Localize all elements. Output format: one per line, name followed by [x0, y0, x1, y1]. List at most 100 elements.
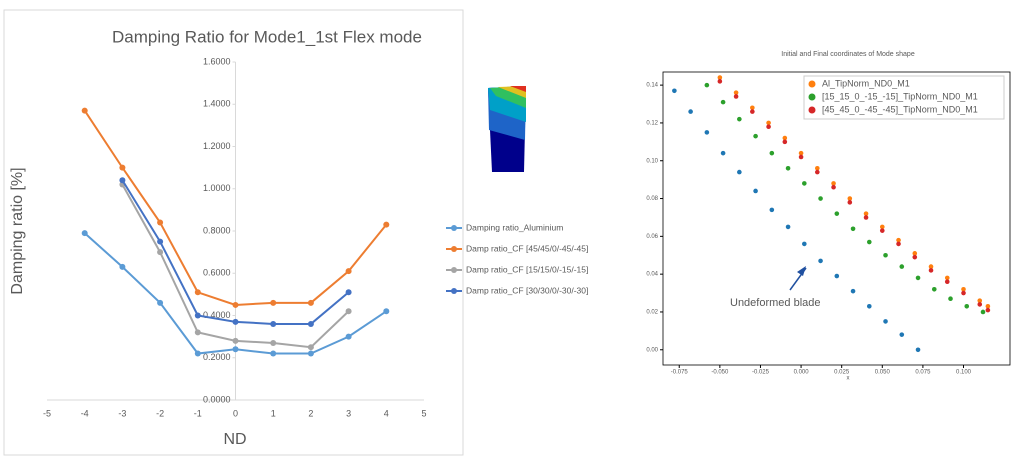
data-point [346, 334, 352, 340]
data-point [195, 313, 201, 319]
data-point [82, 108, 88, 114]
data-point [195, 329, 201, 335]
data-point [233, 338, 239, 344]
x-tick-label: 4 [384, 408, 389, 418]
legend-label: [45_45_0_-45_-45]_TipNorm_ND0_M1 [822, 104, 978, 114]
chart-title: Damping Ratio for Mode1_1st Flex mode [112, 27, 422, 46]
legend-marker [809, 94, 816, 101]
legend-label: Al_TipNorm_ND0_M1 [822, 78, 910, 88]
data-point [233, 302, 239, 308]
scatter-point [961, 291, 966, 296]
data-point [233, 346, 239, 352]
scatter-point [916, 276, 921, 281]
data-point [308, 300, 314, 306]
data-point [308, 351, 314, 357]
scatter-point [883, 253, 888, 258]
data-point [383, 308, 389, 314]
scatter-point [986, 308, 991, 313]
data-point [346, 289, 352, 295]
legend-label: Damping ratio_Aluminium [466, 222, 563, 232]
scatter-point [818, 196, 823, 201]
x-tick-label: 0.100 [956, 370, 972, 376]
scatter-point [851, 226, 856, 231]
x-tick-label: 2 [308, 408, 313, 418]
y-tick-label: 0.14 [646, 83, 658, 89]
y-tick-label: 0.6000 [203, 268, 231, 278]
y-tick-label: 0.00 [646, 347, 658, 353]
y-tick-label: 0.10 [646, 158, 658, 164]
scatter-point [977, 302, 982, 307]
scatter-point [721, 100, 726, 105]
scatter-point [753, 189, 758, 194]
data-point [195, 351, 201, 357]
scatter-point [815, 170, 820, 175]
right-plot-frame [663, 72, 1010, 365]
scatter-point [753, 134, 758, 139]
data-point [346, 268, 352, 274]
figure: Damping Ratio for Mode1_1st Flex mode ND D… [0, 0, 1012, 459]
x-tick-label: 1 [271, 408, 276, 418]
scatter-point [786, 166, 791, 171]
scatter-point [867, 304, 872, 309]
x-tick-label: -0.075 [671, 370, 689, 376]
y-tick-label: 1.4000 [203, 99, 231, 109]
scatter-point [766, 124, 771, 129]
scatter-point [883, 319, 888, 324]
data-point [119, 177, 125, 183]
legend-marker [451, 225, 457, 231]
data-point [119, 264, 125, 270]
x-tick-label: -1 [194, 408, 202, 418]
x-tick-label: -2 [156, 408, 164, 418]
scatter-point [835, 211, 840, 216]
data-point [233, 319, 239, 325]
x-axis-label: x [847, 376, 850, 382]
data-point [157, 249, 163, 255]
scatter-point [916, 347, 921, 352]
data-point [383, 222, 389, 228]
scatter-point [734, 94, 739, 99]
legend-label: [15_15_0_-15_-15]_TipNorm_ND0_M1 [822, 91, 978, 101]
x-tick-label: 0.075 [915, 370, 931, 376]
legend-marker [451, 288, 457, 294]
data-point [308, 344, 314, 350]
y-tick-label: 1.6000 [203, 56, 231, 66]
scatter-point [672, 88, 677, 93]
scatter-point [688, 109, 693, 114]
data-point [119, 165, 125, 171]
scatter-point [981, 310, 986, 315]
data-point [157, 220, 163, 226]
y-tick-label: 0.06 [646, 234, 658, 240]
legend-label: Damp ratio_CF [30/30/0/-30/-30] [466, 285, 588, 295]
x-axis-label: ND [223, 431, 246, 448]
x-tick-label: -0.050 [711, 370, 729, 376]
legend-marker [809, 107, 816, 114]
x-tick-label: -0.025 [752, 370, 770, 376]
x-tick-label: -4 [81, 408, 89, 418]
x-tick-label: 0.050 [875, 370, 891, 376]
scatter-point [818, 259, 823, 264]
scatter-point [737, 170, 742, 175]
scatter-point [783, 140, 788, 145]
y-tick-label: 0.12 [646, 121, 658, 127]
scatter-point [770, 208, 775, 213]
x-tick-label: 0 [233, 408, 238, 418]
scatter-point [948, 296, 953, 301]
x-tick-label: 0.000 [794, 370, 810, 376]
data-point [157, 300, 163, 306]
legend-label: Damp ratio_CF [45/45/0/-45/-45] [466, 243, 588, 253]
scatter-point [899, 332, 904, 337]
scatter-point [721, 151, 726, 156]
scatter-point [929, 268, 934, 273]
scatter-point [770, 151, 775, 156]
scatter-point [750, 109, 755, 114]
data-point [270, 300, 276, 306]
scatter-point [705, 83, 710, 88]
y-axis-label: Damping ratio [%] [9, 167, 26, 294]
scatter-point [802, 242, 807, 247]
scatter-point [705, 130, 710, 135]
scatter-point [899, 264, 904, 269]
data-point [270, 340, 276, 346]
scatter-point [912, 255, 917, 260]
scatter-point [880, 228, 885, 233]
y-tick-label: 0.08 [646, 196, 658, 202]
